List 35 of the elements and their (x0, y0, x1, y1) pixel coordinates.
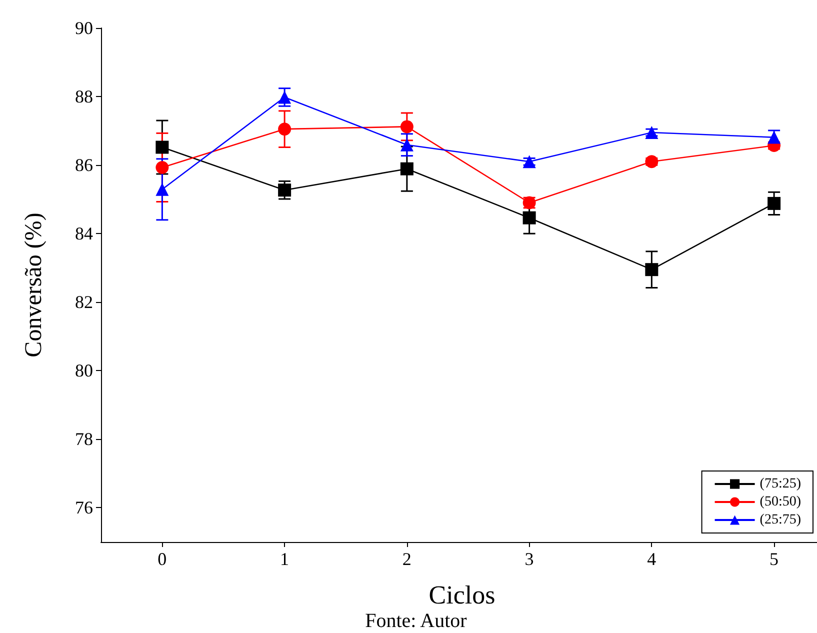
x-tick-label: 3 (524, 549, 534, 569)
point (156, 140, 169, 154)
x-tick-label: 4 (647, 549, 656, 569)
point (645, 126, 658, 140)
y-tick-label: 82 (75, 292, 93, 312)
point (400, 138, 414, 152)
source-note: Fonte: Autor (365, 610, 468, 632)
point (522, 211, 536, 224)
legend-label: (75:25) (760, 476, 802, 492)
legend-label: (25:75) (760, 512, 802, 528)
point (156, 160, 169, 174)
point (400, 162, 414, 176)
point (156, 182, 169, 196)
y-tick-label: 78 (75, 429, 93, 450)
point (278, 90, 292, 104)
point (522, 155, 536, 168)
point (645, 263, 658, 276)
point (278, 184, 292, 197)
y-tick-label: 80 (75, 360, 93, 381)
point (645, 155, 658, 168)
x-tick-label: 0 (158, 549, 167, 569)
x-tick-label: 2 (402, 549, 412, 569)
y-tick-label: 86 (75, 155, 93, 176)
point (768, 196, 781, 210)
point (278, 122, 292, 136)
legend-label: (50:50) (760, 494, 802, 510)
x-tick-label: 5 (770, 549, 779, 569)
x-axis-title: Ciclos (428, 580, 496, 610)
y-axis-title: Conversão (%) (21, 212, 47, 358)
point (400, 120, 414, 134)
y-tick-label: 90 (75, 18, 93, 38)
y-tick-label: 88 (75, 86, 93, 107)
x-tick-label: 1 (280, 549, 290, 569)
y-tick-label: 76 (75, 498, 93, 518)
y-tick-label: 84 (75, 224, 93, 244)
